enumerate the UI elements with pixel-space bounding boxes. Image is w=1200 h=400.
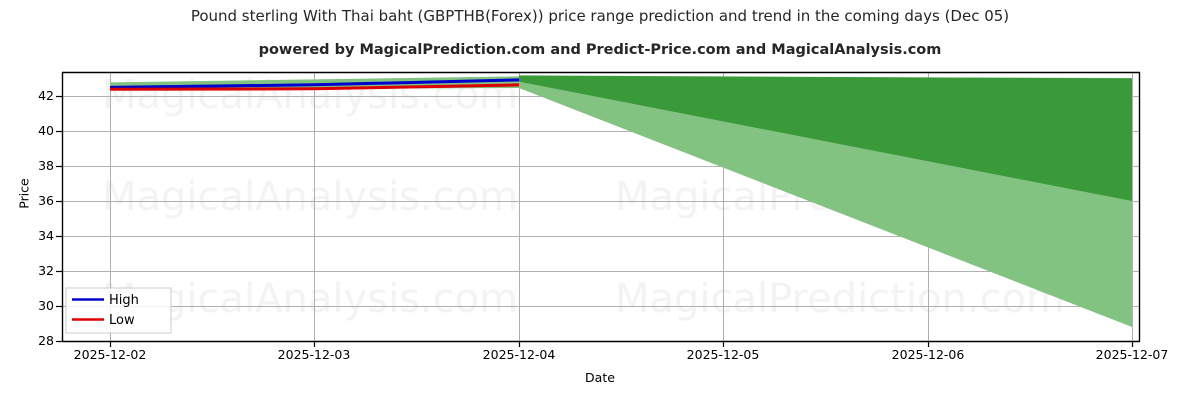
legend-label-low: Low [109,313,135,328]
axis-spines [61,71,1141,343]
x-tick-label: 2025-12-04 [482,347,556,362]
y-tick-label: 36 [38,193,54,208]
y-tick-label: 34 [38,228,54,243]
legend[interactable] [65,287,172,334]
y-tick-label: 32 [38,263,54,278]
y-tick-label: 30 [38,298,54,313]
y-tick-labels: 42 40 38 36 34 32 30 28 [8,0,54,400]
x-tick-label: 2025-12-05 [686,347,760,362]
y-tick-label: 28 [38,333,54,348]
x-axis-label: Date [585,370,615,385]
y-tick-label: 42 [38,88,54,103]
x-tick-label: 2025-12-02 [73,347,147,362]
watermark-text: MagicalAnalysis.com [102,174,518,220]
y-tick-marks [56,95,62,343]
x-tick-label: 2025-12-07 [1095,347,1169,362]
series-line-high [109,78,520,89]
x-tick-label: 2025-12-03 [277,347,351,362]
x-tick-marks [109,341,1134,347]
series-line-low [109,83,520,91]
series-layer [109,75,1132,327]
legend-box [65,287,172,334]
x-tick-label: 2025-12-06 [891,347,965,362]
chart-subtitle: powered by MagicalPrediction.com and Pre… [258,42,942,58]
page-title: Pound sterling With Thai baht (GBPTHB(Fo… [190,7,1010,25]
y-tick-label: 40 [38,123,54,138]
prediction-band-dark [519,75,1132,201]
watermark-text: MagicalPrediction.com [615,276,1065,322]
legend-label-high: High [109,293,139,308]
y-tick-label: 38 [38,158,54,173]
